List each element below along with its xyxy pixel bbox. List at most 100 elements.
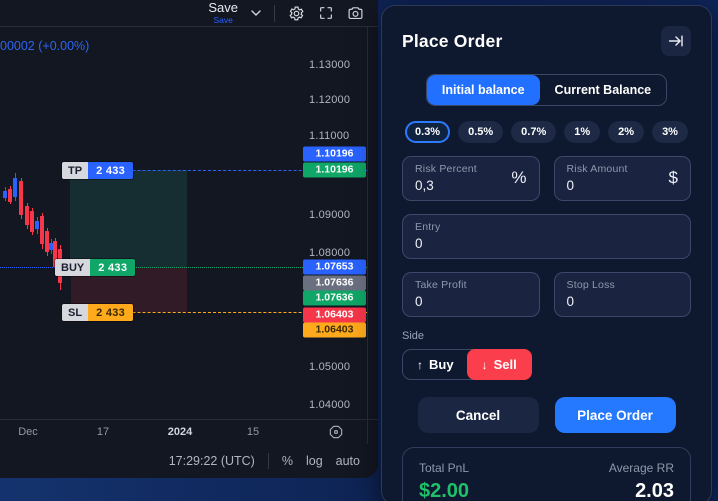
time-axis[interactable]: Dec 17 2024 15 — [0, 419, 378, 444]
timezone-icon[interactable] — [328, 424, 344, 440]
collapse-panel-button[interactable] — [661, 26, 691, 56]
tp-price: 2 433 — [88, 162, 134, 179]
price-badge: 1.10196 — [303, 146, 366, 162]
arrow-to-right-icon — [668, 35, 683, 47]
buy-tag: BUY — [55, 259, 91, 276]
save-sub-label: Save — [213, 15, 233, 26]
tp-tag: TP — [62, 162, 89, 179]
risk-chip-row: 0.3% 0.5% 0.7% 1% 2% 3% — [402, 121, 691, 143]
sl-price: 2 433 — [88, 304, 134, 321]
toolbar-divider — [274, 4, 275, 22]
panel-header: Place Order — [402, 26, 691, 56]
buy-label: Buy — [429, 357, 454, 372]
average-rr-label: Average RR — [608, 461, 674, 475]
risk-percent-field[interactable]: Risk Percent 0,3 % — [402, 156, 540, 201]
status-divider — [267, 452, 269, 469]
percent-scale-toggle[interactable]: % — [281, 453, 293, 468]
price-tick: 1.11000 — [309, 130, 350, 142]
risk-percent-label: Risk Percent — [415, 163, 477, 175]
clock-utc[interactable]: 17:29:22 (UTC) — [168, 453, 255, 468]
trade-zone — [70, 170, 187, 267]
price-badge: 1.06403 — [303, 307, 366, 323]
risk-amount-field[interactable]: Risk Amount 0 $ — [553, 156, 691, 201]
total-pnl-label: Total PnL — [419, 461, 470, 475]
risk-percent-value: 0,3 — [415, 178, 434, 193]
auto-scale-toggle[interactable]: auto — [335, 453, 360, 468]
sell-side-button[interactable]: ↓ Sell — [466, 349, 532, 380]
candle — [35, 221, 39, 229]
price-tick: 1.09000 — [309, 209, 351, 221]
candle — [45, 231, 49, 252]
side-label: Side — [402, 330, 425, 342]
dollar-icon: $ — [668, 168, 678, 187]
camera-icon[interactable] — [347, 5, 364, 22]
panel-title: Place Order — [402, 30, 503, 51]
candle — [3, 191, 7, 198]
time-tick: 2024 — [167, 426, 193, 438]
candle — [19, 181, 23, 215]
place-order-button[interactable]: Place Order — [554, 397, 676, 433]
ticker-change-text: 00002 (+0.00%) — [0, 39, 90, 53]
risk-chip-3%[interactable]: 3% — [652, 121, 688, 143]
tp-order-label[interactable]: TP 2 433 — [62, 162, 134, 179]
cancel-button[interactable]: Cancel — [417, 397, 539, 433]
candle — [53, 241, 57, 267]
buy-price: 2 433 — [90, 259, 136, 276]
take-profit-value: 0 — [415, 294, 423, 309]
time-axis-border — [367, 420, 368, 444]
risk-chip-0.7%[interactable]: 0.7% — [511, 121, 557, 143]
candle — [30, 211, 34, 232]
entry-value: 0 — [415, 236, 423, 251]
fullscreen-icon[interactable] — [318, 5, 334, 21]
price-badge: 1.10196 — [303, 162, 366, 178]
sell-label: Sell — [493, 357, 517, 372]
percent-icon: % — [511, 168, 527, 187]
sl-order-label[interactable]: SL 2 433 — [62, 304, 134, 321]
take-profit-field[interactable]: Take Profit 0 — [402, 272, 540, 317]
tp-line — [62, 170, 367, 171]
risk-chip-1%[interactable]: 1% — [564, 121, 601, 143]
stop-loss-field[interactable]: Stop Loss 0 — [553, 272, 691, 317]
chevron-down-icon[interactable] — [251, 10, 261, 16]
price-tick: 1.12000 — [309, 94, 351, 106]
risk-amount-value: 0 — [566, 178, 575, 193]
arrow-down-icon: ↓ — [481, 357, 488, 372]
save-button[interactable]: Save Save — [208, 1, 238, 25]
actions-row: Cancel Place Order — [402, 397, 691, 433]
time-tick: 15 — [246, 426, 260, 438]
log-scale-toggle[interactable]: log — [305, 453, 323, 468]
buy-order-label[interactable]: BUY 2 433 — [55, 259, 136, 276]
price-badge: 1.07636 — [303, 290, 366, 306]
chart-status-bar: 17:29:22 (UTC) % log auto — [0, 444, 378, 477]
average-rr-value: 2.03 — [635, 480, 674, 501]
tp-sl-row: Take Profit 0 Stop Loss 0 — [402, 272, 691, 317]
entry-row: Entry 0 — [402, 214, 691, 259]
tab-current-balance[interactable]: Current Balance — [554, 83, 652, 97]
price-tick: 1.13000 — [309, 59, 351, 71]
price-tick: 1.05000 — [309, 361, 351, 373]
settings-gear-icon[interactable] — [288, 5, 305, 22]
price-badge: 1.07636 — [303, 275, 366, 291]
candle — [13, 178, 17, 197]
chart-plot[interactable]: 00002 (+0.00%) TP 2 433 BUY 2 433 SL 2 433 1.1… — [0, 27, 378, 419]
side-segmented-control: ↑ Buy ↓ Sell — [402, 349, 532, 380]
save-label: Save — [208, 0, 238, 16]
risk-chip-0.3%[interactable]: 0.3% — [405, 121, 451, 143]
price-axis-border — [367, 27, 368, 419]
stop-loss-value: 0 — [566, 294, 575, 309]
risk-chip-0.5%[interactable]: 0.5% — [458, 121, 504, 143]
take-profit-label: Take Profit — [415, 279, 467, 291]
candle — [40, 216, 44, 244]
chart-toolbar: Save Save — [0, 0, 378, 27]
tab-initial-balance[interactable]: Initial balance — [426, 75, 540, 105]
candle — [8, 189, 12, 202]
price-tick: 1.08000 — [309, 247, 351, 259]
balance-toggle: Initial balance Current Balance — [425, 74, 668, 106]
buy-side-button[interactable]: ↑ Buy — [403, 350, 468, 379]
current-price-line — [0, 267, 55, 268]
price-badge: 1.06403 — [303, 322, 366, 338]
risk-chip-2%[interactable]: 2% — [608, 121, 645, 143]
arrow-up-icon: ↑ — [417, 357, 423, 372]
stop-loss-label: Stop Loss — [566, 279, 615, 291]
entry-field[interactable]: Entry 0 — [402, 214, 691, 259]
